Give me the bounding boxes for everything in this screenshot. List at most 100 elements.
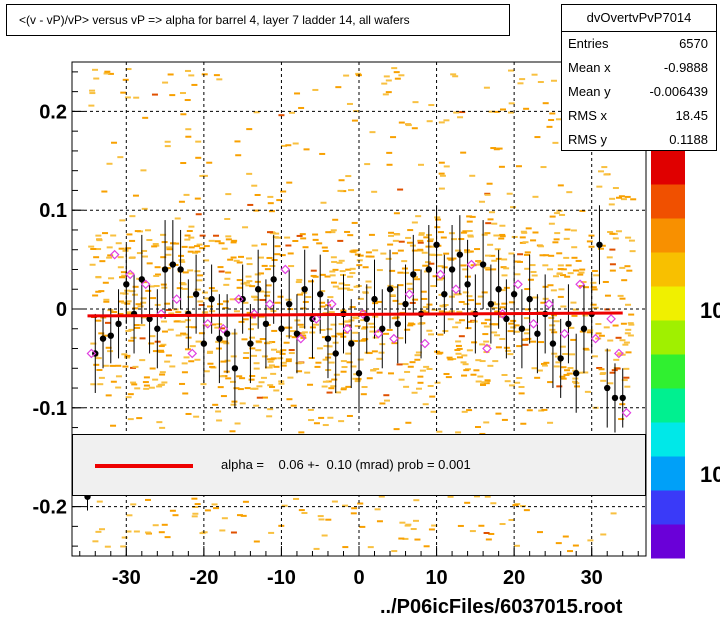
scatter-cell: [179, 282, 186, 285]
scatter-cell: [221, 517, 228, 520]
scatter-cell: [551, 331, 558, 334]
scatter-cell: [121, 301, 128, 304]
scatter-cell: [125, 329, 132, 332]
scatter-cell: [457, 524, 464, 527]
scatter-cell: [307, 383, 314, 386]
scatter-cell: [417, 241, 424, 244]
scatter-cell: [430, 254, 437, 257]
scatter-cell: [156, 421, 163, 424]
scatter-cell: [151, 93, 158, 96]
scatter-cell: [525, 227, 532, 230]
scatter-cell: [422, 403, 429, 406]
scatter-cell: [457, 116, 464, 119]
scatter-cell: [456, 347, 463, 350]
scatter-cell: [217, 386, 224, 389]
scatter-cell: [122, 292, 129, 295]
data-point-magenta: [156, 309, 167, 319]
scatter-cell: [287, 252, 294, 255]
scatter-cell: [167, 328, 174, 331]
data-point-magenta: [606, 314, 616, 324]
scatter-cell: [132, 365, 139, 368]
scatter-cell: [140, 316, 147, 319]
scatter-cell: [438, 187, 445, 190]
scatter-cell: [548, 254, 555, 257]
scatter-cell: [182, 333, 189, 336]
scatter-cell: [484, 192, 491, 195]
scatter-cell: [523, 253, 530, 256]
scatter-cell: [154, 266, 161, 269]
scatter-cell: [332, 268, 339, 271]
scatter-cell: [571, 246, 578, 249]
scatter-cell: [477, 295, 484, 298]
scatter-cell: [365, 286, 372, 289]
scatter-cell: [426, 120, 433, 123]
scatter-cell: [222, 340, 229, 343]
scatter-cell: [281, 504, 288, 507]
scatter-cell: [560, 268, 567, 271]
scatter-cell: [465, 327, 472, 330]
scatter-cell: [128, 272, 135, 275]
scatter-cell: [538, 245, 545, 248]
scatter-cell: [543, 254, 550, 257]
scatter-cell: [436, 430, 443, 433]
scatter-cell: [194, 270, 201, 273]
scatter-cell: [366, 352, 373, 355]
scatter-cell: [371, 190, 378, 193]
scatter-cell: [620, 198, 627, 201]
scatter-cell: [105, 394, 112, 397]
scatter-cell: [529, 264, 536, 267]
scatter-cell: [387, 243, 394, 246]
scatter-cell: [499, 108, 506, 111]
scatter-cell: [414, 358, 421, 361]
scatter-cell: [225, 271, 232, 274]
scatter-cell: [385, 79, 392, 82]
scatter-cell: [558, 288, 565, 291]
scatter-cell: [231, 239, 238, 242]
data-point-black: [371, 295, 378, 303]
scatter-cell: [312, 233, 319, 236]
scatter-cell: [269, 264, 276, 267]
scatter-cell: [575, 259, 582, 262]
scatter-cell: [412, 298, 419, 301]
scatter-cell: [393, 71, 400, 74]
scatter-cell: [185, 412, 192, 415]
scatter-cell: [443, 119, 450, 122]
scatter-cell: [550, 289, 557, 292]
scatter-cell: [92, 68, 99, 71]
scatter-cell: [95, 248, 102, 251]
scatter-cell: [338, 259, 345, 262]
scatter-cell: [241, 338, 248, 341]
data-point-black: [247, 340, 254, 347]
scatter-cell: [107, 254, 114, 257]
scatter-cell: [460, 231, 467, 234]
scatter-cell: [409, 361, 416, 364]
scatter-cell: [352, 331, 359, 334]
stats-row-mean-y: Mean y -0.006439: [562, 80, 716, 104]
scatter-cell: [340, 360, 347, 363]
scatter-cell: [173, 320, 180, 323]
scatter-cell: [420, 290, 427, 293]
scatter-cell: [194, 358, 201, 361]
scatter-cell: [438, 277, 445, 280]
scatter-cell: [422, 264, 429, 267]
scatter-cell: [600, 533, 607, 536]
scatter-cell: [198, 303, 205, 306]
scatter-cell: [89, 263, 96, 266]
scatter-cell: [600, 379, 607, 382]
scatter-cell: [214, 240, 221, 243]
scatter-cell: [125, 311, 132, 314]
stats-value: 0.1188: [669, 132, 708, 147]
scatter-cell: [287, 376, 294, 379]
scatter-cell: [319, 301, 326, 304]
scatter-cell: [460, 264, 467, 267]
scatter-cell: [268, 364, 275, 367]
scatter-cell: [88, 104, 95, 107]
scatter-cell: [432, 275, 439, 278]
scatter-cell: [564, 228, 571, 231]
scatter-cell: [185, 135, 192, 138]
scatter-cell: [351, 119, 358, 122]
scatter-cell: [513, 324, 520, 327]
scatter-cell: [169, 94, 176, 97]
scatter-cell: [542, 102, 549, 105]
scatter-cell: [397, 337, 404, 340]
